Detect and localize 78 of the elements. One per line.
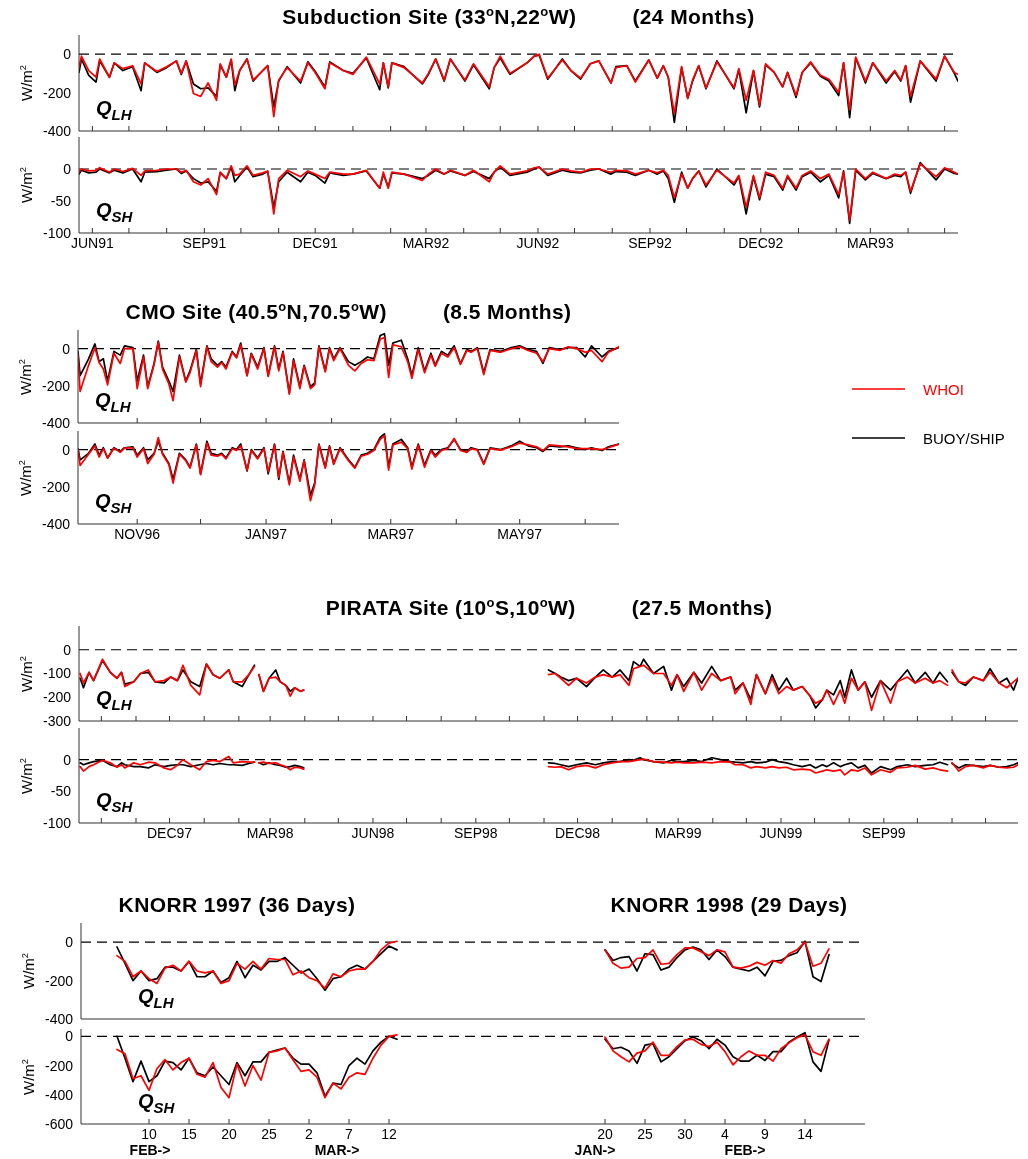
x-tick-label: DEC91: [292, 234, 338, 251]
y-tick-label: -200: [44, 1057, 74, 1074]
x-tick-label: MAR99: [654, 824, 702, 841]
x-tick-label: 25: [261, 1125, 277, 1142]
x-tick-label: MAR98: [246, 824, 294, 841]
text: JAN->: [574, 1142, 616, 1158]
x-tick-label: 4: [721, 1125, 730, 1142]
y-tick-label: -600: [44, 1115, 74, 1132]
x-tick-label: 20: [221, 1125, 237, 1142]
y-tick-label: -50: [50, 783, 72, 800]
x-tick-label: 25: [637, 1125, 653, 1142]
x-tick-label: DEC92: [738, 234, 784, 251]
text: FEB->: [129, 1142, 171, 1158]
x-tick-label: 9: [761, 1125, 770, 1142]
y-tick-label: -400: [44, 1010, 74, 1027]
annotation: Q$_{SH}$: [138, 1090, 175, 1117]
annotation: Q$_{LH}$: [138, 985, 174, 1012]
annotation: Q$_{SH}$: [96, 199, 133, 226]
annotation: Q$_{LH}$: [96, 97, 132, 124]
x-tick-label: JUN92: [516, 234, 560, 251]
annotation: Q$_{SH}$: [95, 490, 132, 517]
x-tick-label: SEP92: [628, 234, 672, 251]
x-tick-label: SEP91: [182, 234, 227, 251]
y-tick-label: 0: [63, 46, 72, 63]
y-tick-label: -400: [41, 414, 71, 431]
y-tick-label: -100: [42, 224, 72, 241]
text: FEB->: [724, 1142, 766, 1158]
y-tick-label: 0: [62, 340, 71, 357]
y-tick-label: 0: [65, 934, 74, 951]
x-tick-label: MAR93: [847, 234, 894, 251]
text: MAR->: [314, 1142, 360, 1158]
y-tick-label: 0: [63, 160, 72, 177]
x-tick-label: MAR97: [367, 525, 415, 542]
x-tick-label: JUN99: [759, 824, 803, 841]
x-tick-label: MAR92: [402, 234, 450, 251]
y-tick-label: -50: [50, 192, 72, 209]
y-tick-label: 0: [63, 641, 72, 658]
x-tick-label: SEP98: [454, 824, 498, 841]
y-tick-label: -400: [41, 515, 71, 532]
x-tick-label: 10: [141, 1125, 157, 1142]
chart-title: KNORR 1997 (36 Days): [118, 893, 356, 916]
x-tick-label: DEC97: [146, 824, 193, 841]
chart-title: Subduction Site (33$^{o}$N,22$^{o}$W) (24 Months): [282, 4, 755, 28]
chart-title: CMO Site (40.5$^{o}$N,70.5$^{o}$W) (8.5 Months): [125, 299, 572, 323]
y-tick-label: -300: [42, 712, 72, 729]
legend-label: BUOY/SHIP: [923, 429, 1005, 447]
y-tick-label: -200: [41, 377, 71, 394]
y-tick-label: -400: [42, 122, 72, 139]
y-tick-label: 0: [62, 441, 71, 458]
y-tick-label: -100: [42, 665, 72, 682]
chart-subtitle: KNORR 1998 (29 Days): [610, 893, 848, 916]
x-tick-label: JAN97: [245, 525, 288, 542]
x-tick-label: 20: [597, 1125, 613, 1142]
y-tick-label: -100: [42, 814, 72, 831]
y-tick-label: -200: [42, 84, 72, 101]
y-tick-label: -200: [44, 972, 74, 989]
annotation: Q$_{LH}$: [95, 389, 131, 416]
x-tick-label: 30: [677, 1125, 693, 1142]
chart-title: PIRATA Site (10$^{o}$S,10$^{o}$W) (27.5 Months): [325, 595, 773, 619]
x-tick-label: 15: [181, 1125, 197, 1142]
x-tick-label: 14: [797, 1125, 813, 1142]
y-tick-label: -200: [42, 689, 72, 706]
x-tick-label: 2: [305, 1125, 314, 1142]
y-tick-label: -200: [41, 478, 71, 495]
y-tick-label: 0: [65, 1028, 74, 1045]
x-tick-label: SEP99: [862, 824, 906, 841]
x-tick-label: JUN98: [351, 824, 395, 841]
annotation: Q$_{LH}$: [96, 687, 132, 714]
y-tick-label: 0: [63, 751, 72, 768]
annotation: Q$_{SH}$: [96, 789, 133, 816]
x-tick-label: 12: [381, 1125, 397, 1142]
y-tick-label: -400: [44, 1086, 74, 1103]
legend-label: WHOI: [923, 380, 964, 398]
x-tick-label: 7: [345, 1125, 354, 1142]
x-tick-label: MAY97: [497, 525, 543, 542]
x-tick-label: JUN91: [70, 234, 114, 251]
x-tick-label: DEC98: [554, 824, 601, 841]
x-tick-label: NOV96: [114, 525, 161, 542]
